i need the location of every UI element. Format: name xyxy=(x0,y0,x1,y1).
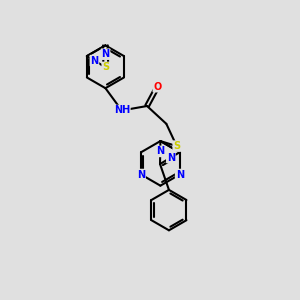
Text: N: N xyxy=(167,152,175,163)
Text: NH: NH xyxy=(114,106,130,116)
Text: N: N xyxy=(176,169,184,179)
Text: N: N xyxy=(137,169,145,179)
Text: N: N xyxy=(156,146,164,156)
Text: S: S xyxy=(102,62,109,72)
Text: O: O xyxy=(153,82,162,92)
Text: S: S xyxy=(173,141,180,151)
Text: N: N xyxy=(101,49,110,59)
Text: N: N xyxy=(90,56,98,66)
